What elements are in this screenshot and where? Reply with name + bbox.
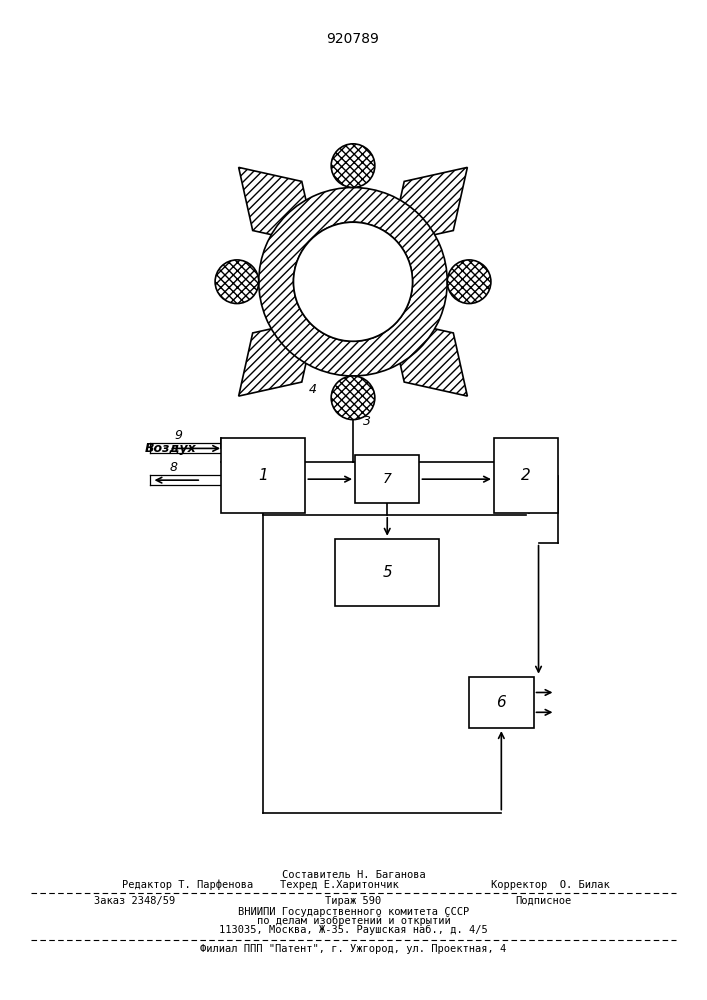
Polygon shape <box>390 167 467 245</box>
Circle shape <box>331 376 375 420</box>
Circle shape <box>215 260 259 304</box>
Text: 113035, Москва, Ж-35. Раушская наб., д. 4/5: 113035, Москва, Ж-35. Раушская наб., д. … <box>219 925 488 935</box>
Text: Заказ 2348/59: Заказ 2348/59 <box>94 896 175 906</box>
Text: 2: 2 <box>521 468 531 483</box>
Text: 9: 9 <box>175 429 182 442</box>
Text: Филиал ППП "Патент", г. Ужгород, ул. Проектная, 4: Филиал ППП "Патент", г. Ужгород, ул. Про… <box>200 944 507 954</box>
Text: 6: 6 <box>496 695 506 710</box>
Polygon shape <box>239 319 316 396</box>
Text: 8: 8 <box>170 461 177 474</box>
Text: 1: 1 <box>258 468 268 483</box>
Text: Корректор  О. Билак: Корректор О. Билак <box>491 880 609 890</box>
Circle shape <box>293 222 412 341</box>
Text: Редактор Т. Парфенова: Редактор Т. Парфенова <box>122 880 253 890</box>
Text: 3: 3 <box>363 415 371 428</box>
Polygon shape <box>390 319 467 396</box>
Text: 4: 4 <box>308 383 316 396</box>
Text: Подписное: Подписное <box>515 896 571 906</box>
Text: Техред Е.Харитончик: Техред Е.Харитончик <box>280 880 399 890</box>
Text: 920789: 920789 <box>327 32 380 46</box>
Bar <box>355 455 419 503</box>
Text: Воздух: Воздух <box>145 442 197 455</box>
Text: ВНИИПИ Государственного комитета СССР: ВНИИПИ Государственного комитета СССР <box>238 907 469 917</box>
Text: 5: 5 <box>382 565 392 580</box>
Circle shape <box>331 144 375 187</box>
Bar <box>335 539 439 606</box>
Text: Составитель Н. Баганова: Составитель Н. Баганова <box>281 870 426 880</box>
Text: 7: 7 <box>382 472 392 486</box>
Text: по делам изобретений и открытий: по делам изобретений и открытий <box>257 915 450 926</box>
Text: Тираж 590: Тираж 590 <box>325 896 382 906</box>
Bar <box>469 677 534 728</box>
Bar <box>494 438 559 513</box>
Bar <box>221 438 305 513</box>
Polygon shape <box>239 167 316 245</box>
Circle shape <box>448 260 491 304</box>
